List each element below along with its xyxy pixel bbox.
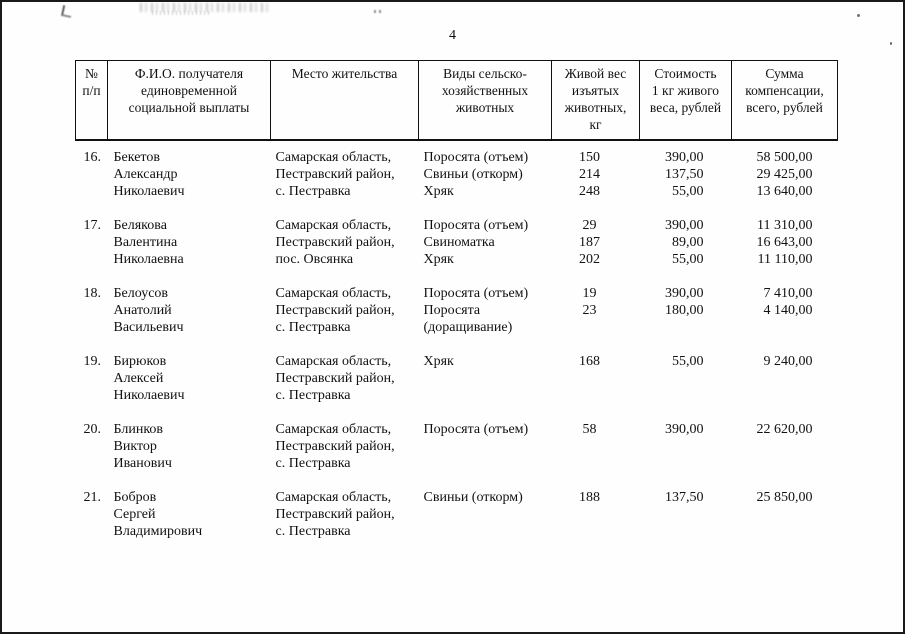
page-number: 4	[449, 28, 456, 43]
animal-types: Поросята (отъем)	[423, 422, 529, 437]
table-row: 18. Белоусов Анатолий Васильевич Самарская…	[76, 285, 838, 353]
live-weight: 58	[582, 422, 597, 437]
scan-speck	[857, 14, 860, 17]
residence: Самарская область, Пестравский район, с.…	[275, 490, 395, 539]
compensation-sum: 9 240,00	[763, 354, 813, 369]
animal-types: Поросята (отъем) Свиньи (откорм) Хряк	[423, 150, 529, 199]
recipient-name: Белоусов Анатолий Васильевич	[113, 286, 184, 335]
price-per-kg: 390,00 137,50 55,00	[665, 150, 704, 199]
table-row: 19. Бирюков Алексей Николаевич Самарская о…	[76, 353, 838, 421]
header-animal-types: Виды сельско- хозяйственных животных	[418, 60, 552, 141]
price-per-kg: 55,00	[672, 354, 704, 369]
header-price-per-kg: Стоимость 1 кг живого веса, рублей	[639, 60, 732, 141]
header-row-number: № п/п	[75, 60, 108, 141]
row-number: 18.	[83, 286, 102, 301]
row-number: 16.	[83, 150, 102, 165]
residence: Самарская область, Пестравский район, с.…	[275, 422, 395, 471]
recipient-name: Бобров Сергей Владимирович	[113, 490, 203, 539]
recipient-name: Блинков Виктор Иванович	[113, 422, 172, 471]
compensation-sum: 22 620,00	[756, 422, 813, 437]
scan-speck	[374, 10, 384, 13]
animal-types: Хряк	[423, 354, 454, 369]
residence: Самарская область, Пестравский район, с.…	[275, 286, 395, 335]
price-per-kg: 390,00 89,00 55,00	[665, 218, 704, 267]
scan-smudge	[152, 11, 212, 15]
live-weight: 168	[579, 354, 600, 369]
table-row: 20. Блинков Виктор Иванович Самарская обла…	[76, 421, 838, 489]
compensation-table: № п/п Ф.И.О. получателя единовременной с…	[75, 60, 838, 557]
residence: Самарская область, Пестравский район, с.…	[275, 354, 395, 403]
row-number: 17.	[83, 218, 102, 233]
live-weight: 150 214 248	[579, 150, 600, 199]
row-number: 19.	[83, 354, 102, 369]
recipient-name: Белякова Валентина Николаевна	[113, 218, 184, 267]
residence: Самарская область, Пестравский район, с.…	[275, 150, 395, 199]
header-recipient-name: Ф.И.О. получателя единовременной социаль…	[107, 60, 271, 141]
price-per-kg: 390,00	[665, 422, 704, 437]
animal-types: Поросята (отъем) Поросята (доращивание)	[423, 286, 529, 335]
compensation-sum: 58 500,00 29 425,00 13 640,00	[756, 150, 813, 199]
live-weight: 19 23	[582, 286, 597, 318]
animal-types: Поросята (отъем) Свиноматка Хряк	[423, 218, 529, 267]
scan-mark	[60, 5, 74, 18]
recipient-name: Бекетов Александр Николаевич	[113, 150, 185, 199]
table-body: 16. Бекетов Александр Николаевич Самарская…	[76, 140, 838, 557]
live-weight: 29 187 202	[579, 218, 600, 267]
compensation-sum: 11 310,00 16 643,00 11 110,00	[756, 218, 813, 267]
header-residence: Место жительства	[270, 60, 419, 141]
table-row: 17. Белякова Валентина Николаевна Самарска…	[76, 217, 838, 285]
table-row: 21. Бобров Сергей Владимирович Самарская о…	[76, 489, 838, 557]
row-number: 20.	[83, 422, 102, 437]
scan-smudge	[140, 3, 270, 12]
residence: Самарская область, Пестравский район, по…	[275, 218, 395, 267]
price-per-kg: 390,00 180,00	[665, 286, 704, 318]
animal-types: Свиньи (откорм)	[423, 490, 523, 505]
header-compensation-sum: Сумма компенсации, всего, рублей	[731, 60, 838, 141]
price-per-kg: 137,50	[665, 490, 704, 505]
table-row: 16. Бекетов Александр Николаевич Самарская…	[76, 140, 838, 217]
live-weight: 188	[579, 490, 600, 505]
compensation-sum: 7 410,00 4 140,00	[763, 286, 813, 318]
table-header: № п/п Ф.И.О. получателя единовременной с…	[75, 60, 838, 141]
compensation-sum: 25 850,00	[756, 490, 813, 505]
header-live-weight: Живой вес изъятых животных, кг	[551, 60, 640, 141]
row-number: 21.	[83, 490, 102, 505]
recipient-name: Бирюков Алексей Николаевич	[113, 354, 185, 403]
